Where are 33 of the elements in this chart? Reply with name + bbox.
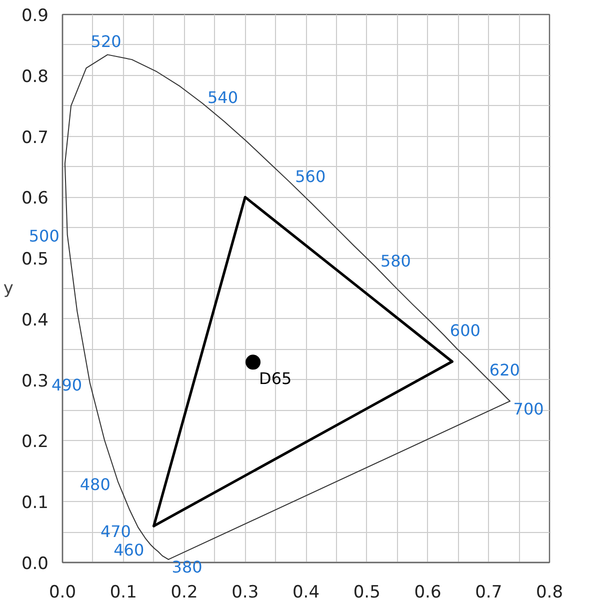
annotation: 500	[28, 226, 60, 246]
annotation: 460	[114, 540, 144, 560]
annotation: 580	[380, 251, 411, 270]
y-tick-label: 0.9	[21, 6, 49, 26]
x-tick-label: 0.8	[536, 582, 564, 600]
annotation: 700	[513, 399, 544, 418]
x-tick-label: 0.0	[48, 582, 76, 600]
annotation: 600	[450, 320, 480, 340]
x-tick-label: 0.3	[232, 582, 259, 600]
y-tick-label: 0.0	[21, 554, 49, 574]
annotation: 470	[100, 522, 131, 542]
y-tick-label: 0.3	[21, 371, 49, 392]
y-tick-label: 0.1	[21, 493, 49, 514]
x-tick-label: 0.2	[170, 582, 198, 600]
annotation: 520	[90, 32, 122, 51]
y-tick-label: 0.5	[21, 250, 49, 270]
x-tick-label: 0.7	[475, 582, 502, 600]
x-tick-label: 0.1	[110, 582, 137, 600]
annotation: 480	[80, 475, 110, 494]
y-tick-label: 0.8	[21, 66, 49, 87]
series-label: D65	[259, 369, 292, 388]
y-tick-label: 0.6	[21, 188, 49, 209]
y-tick-label: 0.4	[21, 310, 49, 330]
annotation: 560	[295, 167, 326, 186]
y-tick-label: 0.2	[21, 432, 49, 452]
y-tick-label: 0.7	[21, 128, 49, 148]
annotation: 620	[489, 360, 520, 380]
annotation: 540	[207, 88, 238, 108]
x-tick-label: 0.4	[292, 582, 320, 600]
annotation: 380	[172, 558, 202, 577]
x-tick-label: 0.6	[414, 582, 442, 600]
y-axis-title: y	[3, 278, 14, 298]
x-tick-label: 0.5	[353, 582, 380, 600]
